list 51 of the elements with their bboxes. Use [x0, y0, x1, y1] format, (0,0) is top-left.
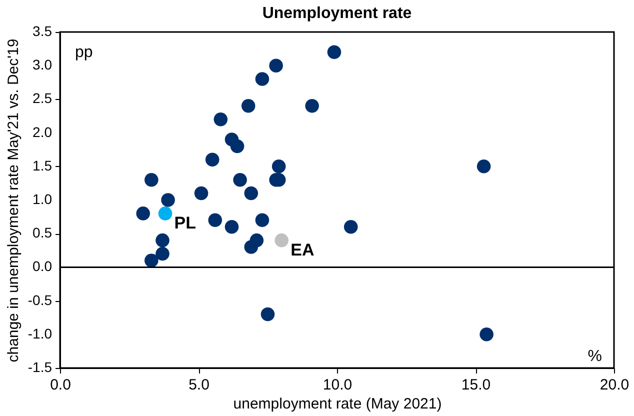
x-axis-title: unemployment rate (May 2021) — [233, 396, 442, 412]
x-tick-label: 15.0 — [461, 376, 491, 394]
y-tick-label: 2.0 — [32, 124, 52, 140]
point — [230, 139, 244, 154]
chart-title: Unemployment rate — [262, 5, 412, 22]
point — [274, 233, 288, 248]
y-tick-label: 0.0 — [32, 258, 52, 274]
point — [144, 254, 158, 268]
point — [255, 213, 270, 228]
annotation: % — [588, 348, 602, 365]
point — [241, 99, 256, 113]
point — [144, 172, 158, 187]
point — [194, 186, 208, 200]
point — [214, 112, 228, 126]
y-tick-label: 0.5 — [32, 224, 52, 241]
x-tick-label: 5.0 — [188, 376, 210, 394]
y-tick-label: -1.0 — [28, 325, 52, 342]
y-tick-label: -0.5 — [28, 292, 52, 308]
y-axis-title: change in unemployment rate May'21 vs. Dec'19 — [5, 38, 22, 362]
point — [136, 206, 150, 220]
point — [161, 193, 175, 207]
point — [250, 233, 264, 248]
point — [476, 160, 491, 174]
point — [260, 307, 275, 322]
y-tick-label: -1.5 — [28, 359, 52, 375]
point — [205, 152, 220, 167]
y-tick-label: 2.5 — [32, 90, 52, 106]
y-tick-label: 1.5 — [32, 157, 52, 174]
y-tick-label: 3.0 — [32, 56, 52, 73]
point — [305, 99, 319, 113]
series-label: EA — [290, 240, 314, 260]
y-tick-label: 3.5 — [32, 23, 52, 39]
series-label: PL — [174, 213, 196, 232]
point — [269, 58, 283, 72]
point — [156, 233, 170, 248]
point — [327, 45, 342, 60]
point — [255, 72, 270, 86]
x-tick-label: 20.0 — [600, 376, 630, 394]
annotation: pp — [75, 44, 93, 61]
point — [208, 213, 222, 228]
point — [156, 246, 170, 261]
point — [272, 160, 286, 174]
point — [233, 172, 247, 187]
point — [244, 186, 258, 200]
x-tick-label: 10.0 — [322, 376, 352, 394]
point — [344, 220, 358, 234]
x-tick-label: 0.0 — [50, 376, 71, 394]
point — [480, 328, 494, 342]
y-tick-label: 1.0 — [32, 191, 52, 207]
point — [224, 220, 239, 234]
point — [158, 206, 172, 220]
